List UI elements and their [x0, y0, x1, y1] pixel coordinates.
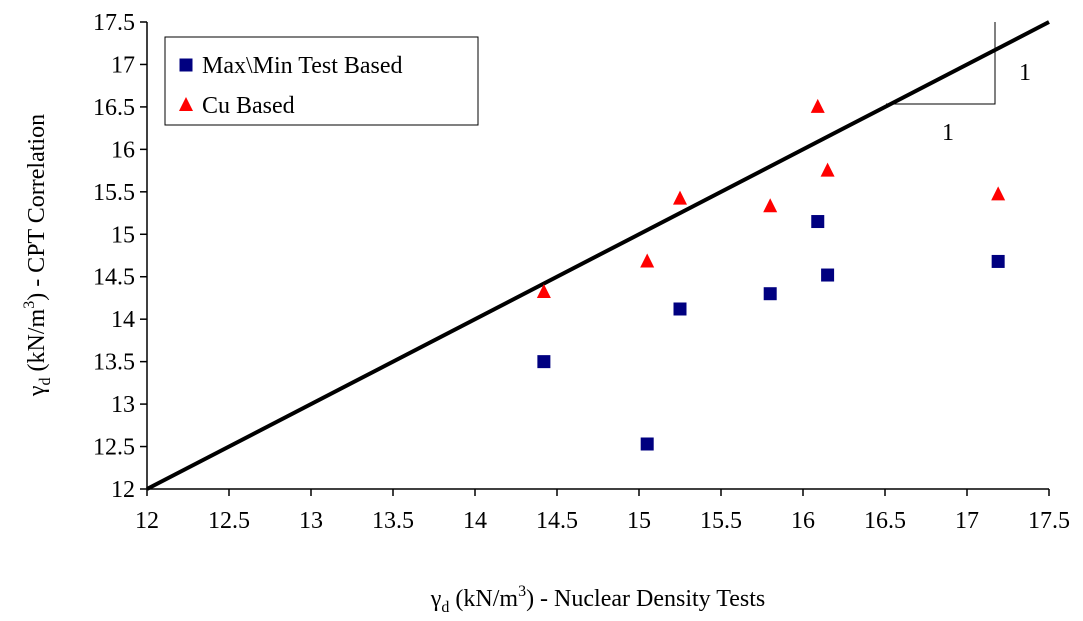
triangle-marker: [763, 198, 778, 213]
square-marker: [640, 437, 654, 451]
slope-label: 1: [1019, 60, 1031, 86]
x-axis-label: γd (kN/m3) - Nuclear Density Tests: [430, 583, 765, 616]
y-label-sup: 3: [21, 301, 38, 309]
y-tick-label: 13.5: [93, 350, 135, 376]
x-tick-label: 13.5: [372, 508, 414, 534]
square-marker: [763, 287, 777, 301]
x-tick-label: 16: [791, 508, 815, 534]
y-tick-label: 17.5: [93, 10, 135, 36]
legend-label: Max\Min Test Based: [202, 53, 403, 79]
x-label-symbol: γ: [430, 586, 442, 612]
y-tick-label: 16: [111, 137, 135, 163]
legend-box: [164, 36, 479, 126]
x-tick-label: 17: [955, 508, 979, 534]
triangle-marker: [820, 162, 835, 177]
y-label-unit: (kN/m: [24, 308, 50, 377]
triangle-marker: [640, 253, 655, 268]
y-tick-label: 16.5: [93, 95, 135, 121]
x-tick-label: 14: [463, 508, 487, 534]
square-marker: [537, 355, 551, 369]
y-tick-label: 12.5: [93, 435, 135, 461]
x-tick-label: 13: [299, 508, 323, 534]
y-tick-label: 12: [111, 477, 135, 503]
x-label-sub: d: [441, 599, 449, 616]
square-marker: [991, 254, 1005, 268]
x-tick-label: 14.5: [536, 508, 578, 534]
triangle-marker: [179, 97, 193, 111]
x-tick-label: 12: [135, 508, 159, 534]
y-tick-label: 13: [111, 392, 135, 418]
x-label-unit: (kN/m: [449, 586, 518, 612]
triangle-marker: [673, 190, 687, 205]
triangle-marker: [991, 186, 1006, 201]
triangle-marker: [810, 98, 825, 113]
triangle-marker: [536, 284, 551, 299]
y-tick-label: 14: [111, 307, 135, 333]
y-tick-label: 15.5: [93, 180, 135, 206]
y-axis-label: γd (kN/m3) - CPT Correlation: [21, 114, 54, 397]
x-tick-label: 15.5: [700, 508, 742, 534]
y-label-sub: d: [37, 377, 54, 385]
x-tick-label: 17.5: [1028, 508, 1070, 534]
y-label-symbol: γ: [24, 385, 50, 397]
x-tick-label: 12.5: [208, 508, 250, 534]
slope-label: 1: [942, 120, 954, 146]
square-marker: [673, 302, 687, 316]
x-tick-label: 15: [627, 508, 651, 534]
y-label-rest: ) - CPT Correlation: [24, 114, 50, 301]
y-tick-label: 17: [111, 52, 135, 78]
slope-triangle: [886, 22, 996, 105]
reference-line: [146, 20, 1050, 491]
square-marker: [821, 268, 835, 282]
y-tick-label: 15: [111, 222, 135, 248]
legend-label: Cu Based: [202, 93, 295, 119]
x-label-sup: 3: [518, 583, 526, 600]
square-marker: [811, 215, 825, 229]
y-tick-label: 14.5: [93, 265, 135, 291]
square-marker: [179, 58, 193, 72]
x-label-rest: ) - Nuclear Density Tests: [526, 586, 765, 612]
x-tick-label: 16.5: [864, 508, 906, 534]
